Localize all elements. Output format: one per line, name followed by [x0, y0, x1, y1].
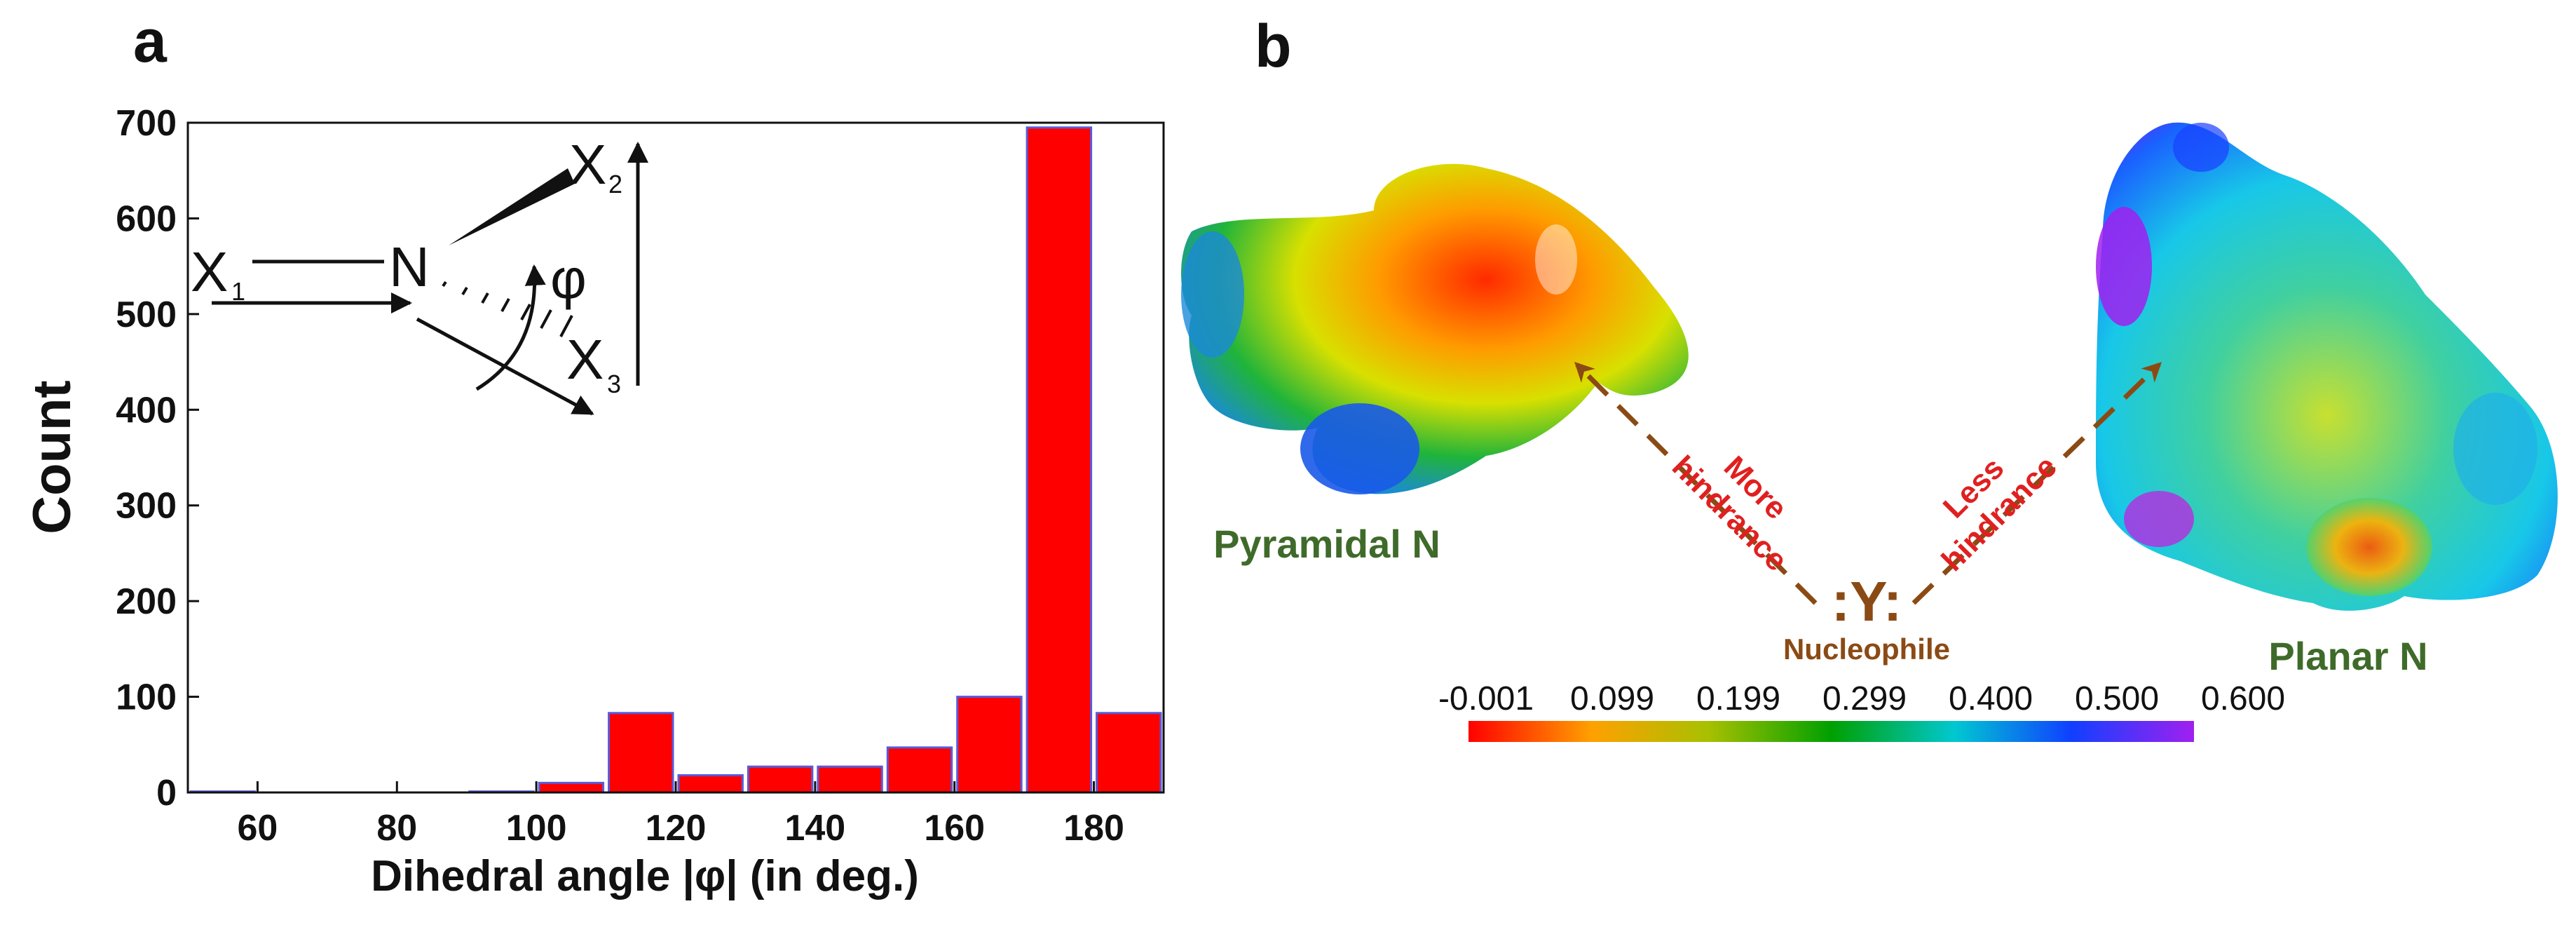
atom-x2-subscript: 2 [608, 170, 622, 198]
y-tick-label: 700 [116, 103, 177, 144]
bar-125 [677, 774, 744, 794]
x-tick-label: 100 [506, 808, 567, 849]
hash-bond [442, 281, 573, 337]
y-tick-label: 300 [116, 486, 177, 527]
colorbar-tick-label: 0.099 [1570, 680, 1654, 717]
colorbar-tick-label: -0.001 [1438, 680, 1534, 717]
dihedral-scheme: X 1 N X 2 X 3 φ [191, 133, 648, 416]
y-tick-label: 600 [116, 198, 177, 239]
panel-label-b: b [1255, 13, 1292, 80]
angle-phi: φ [550, 248, 587, 310]
bar-145 [817, 765, 883, 794]
nucleophile-label: Nucleophile [1783, 633, 1950, 666]
x-tick-label: 60 [238, 808, 278, 849]
x-tick-label: 140 [784, 808, 845, 849]
y-tick-label: 500 [116, 295, 177, 335]
bar-155 [886, 746, 953, 794]
y-tick-label: 100 [116, 677, 177, 718]
atom-n: N [389, 236, 430, 298]
atom-x3-subscript: 3 [607, 370, 621, 398]
less-hindrance-arrow [1911, 362, 2162, 605]
planar-n-label: Planar N [2268, 634, 2427, 678]
axis-ticks: 60 80 100 120 140 160 180 0 100 200 300 400 500 600 70… [116, 103, 1124, 849]
histogram-chart: 60 80 100 120 140 160 180 0 100 200 300 400 500 600 70… [22, 103, 1165, 901]
x-tick-label: 180 [1063, 808, 1124, 849]
pyramidal-n-surface [1181, 163, 1689, 494]
planar-n-surface [2096, 122, 2558, 611]
bar-135 [747, 765, 814, 794]
y-axis-title: Count [22, 380, 82, 534]
colorbar-tick-label: 0.299 [1822, 680, 1907, 717]
less-hindrance-label: Less hindrance [1935, 450, 2064, 578]
more-hindrance-label: More hindrance [1665, 450, 1794, 578]
colorbar [1468, 721, 2194, 742]
atom-x3: X [566, 328, 604, 391]
y-tick-label: 200 [116, 581, 177, 622]
x-tick-label: 80 [376, 808, 417, 849]
colorbar-tick-label: 0.500 [2075, 680, 2159, 717]
bar-185 [1096, 712, 1162, 794]
y-tick-label: 0 [156, 773, 177, 813]
bar-group [189, 126, 1162, 794]
atom-x2: X [569, 133, 606, 196]
bar-175 [1025, 126, 1093, 794]
atom-x1-subscript: 1 [231, 277, 245, 306]
panel-label-a: a [133, 8, 168, 75]
nucleophile-symbol: :Y: [1832, 570, 1902, 633]
bar-105 [538, 781, 605, 794]
rotation-arrow [475, 264, 546, 391]
colorbar-tick-label: 0.400 [1949, 680, 2033, 717]
x-axis-title: Dihedral angle |φ| (in deg.) [371, 852, 919, 901]
colorbar-ticks: -0.001 0.099 0.199 0.299 0.400 0.500 0.600 [1438, 680, 2285, 717]
x-tick-label: 120 [646, 808, 707, 849]
colorbar-tick-label: 0.600 [2201, 680, 2285, 717]
atom-x1: X [191, 241, 228, 303]
plot-frame [186, 121, 1165, 794]
x-tick-label: 160 [924, 808, 985, 849]
colorbar-tick-label: 0.199 [1696, 680, 1780, 717]
more-hindrance-arrow [1574, 362, 1818, 605]
bar-115 [608, 712, 674, 794]
wedge-bond [449, 168, 575, 245]
y-tick-label: 400 [116, 390, 177, 431]
bar-165 [956, 696, 1023, 794]
pyramidal-n-label: Pyramidal N [1213, 522, 1440, 566]
